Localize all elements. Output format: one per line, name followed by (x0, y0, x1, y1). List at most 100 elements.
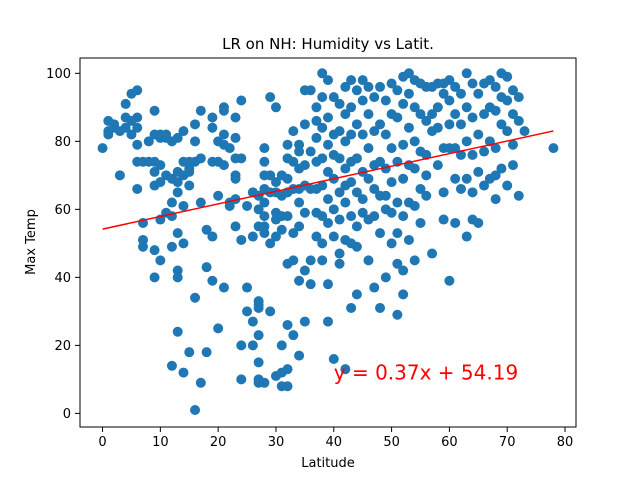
data-point (236, 374, 247, 385)
data-point (109, 119, 120, 130)
data-point (507, 109, 518, 120)
data-point (328, 204, 339, 215)
data-point (317, 68, 328, 79)
data-point (386, 143, 397, 154)
data-point (380, 163, 391, 174)
data-point (282, 364, 293, 375)
data-point (242, 282, 253, 293)
data-point (311, 102, 322, 113)
data-point (363, 109, 374, 120)
y-tick-label: 80 (54, 135, 71, 150)
data-point (172, 228, 183, 239)
data-point (126, 129, 137, 140)
plot-frame (79, 57, 577, 428)
data-point (190, 405, 201, 415)
data-point (398, 211, 409, 222)
data-point (230, 173, 241, 184)
x-tick-label: 70 (499, 435, 516, 450)
data-point (259, 143, 270, 154)
data-point (450, 81, 461, 92)
data-point (380, 129, 391, 140)
data-point (323, 139, 333, 150)
data-point (403, 68, 414, 79)
data-point (450, 143, 461, 154)
data-point (299, 160, 310, 171)
y-tick-label: 20 (54, 339, 71, 354)
x-tick-label: 40 (326, 435, 343, 450)
data-point (224, 143, 235, 154)
data-point (247, 231, 258, 242)
x-tick-label: 30 (268, 435, 285, 450)
data-point (317, 211, 328, 222)
data-point (230, 132, 241, 143)
data-point (323, 217, 333, 228)
data-point (299, 265, 310, 276)
x-axis: 0 10 20 30 40 50 60 70 80 (98, 427, 573, 450)
data-point (369, 282, 380, 293)
data-point (247, 340, 258, 351)
data-point (236, 95, 247, 106)
data-point (270, 177, 281, 188)
data-point (432, 102, 443, 113)
data-point (421, 190, 432, 201)
data-point (259, 211, 270, 222)
data-point (323, 166, 333, 177)
data-point (398, 289, 409, 300)
data-point (548, 143, 559, 154)
data-point (490, 105, 501, 116)
data-point (120, 122, 131, 133)
data-point (247, 316, 258, 327)
data-point (409, 163, 420, 174)
data-point (213, 323, 224, 334)
data-point (351, 85, 362, 96)
data-point (519, 126, 530, 137)
data-point (149, 245, 160, 256)
data-point (334, 214, 345, 225)
data-point (317, 255, 328, 266)
data-point (132, 183, 143, 194)
data-point (351, 119, 362, 130)
data-point (317, 92, 328, 103)
data-point (490, 81, 501, 92)
y-tick-label: 60 (54, 203, 71, 218)
data-point (502, 180, 513, 191)
data-point (409, 200, 420, 211)
data-point (218, 282, 229, 293)
data-point (507, 139, 518, 150)
data-point (143, 136, 154, 147)
data-point (444, 119, 455, 130)
data-point (455, 183, 466, 194)
data-point (334, 98, 345, 109)
data-point (357, 75, 368, 86)
data-point (473, 129, 484, 140)
data-point (513, 115, 524, 126)
data-point (392, 228, 403, 239)
data-point (490, 170, 501, 181)
data-point (392, 112, 403, 123)
data-point (357, 207, 368, 218)
data-point (351, 289, 362, 300)
data-point (282, 381, 293, 392)
data-point (334, 153, 345, 164)
data-point (340, 197, 351, 208)
data-point (259, 228, 270, 239)
data-point (375, 81, 386, 92)
data-point (253, 302, 264, 313)
data-point (201, 262, 212, 273)
data-point (334, 126, 345, 137)
regression-equation: y = 0.37x + 54.19 (334, 360, 518, 384)
data-point (502, 126, 513, 137)
data-point (218, 160, 229, 171)
data-point (294, 221, 305, 232)
x-tick-label: 50 (383, 435, 400, 450)
data-point (340, 163, 351, 174)
data-point (195, 153, 206, 164)
data-point (432, 122, 443, 133)
data-point (392, 85, 403, 96)
data-point (242, 306, 253, 317)
data-point (369, 126, 380, 137)
y-tick-label: 40 (54, 271, 71, 286)
data-point (380, 95, 391, 106)
data-point (305, 279, 316, 290)
data-point (190, 292, 201, 303)
